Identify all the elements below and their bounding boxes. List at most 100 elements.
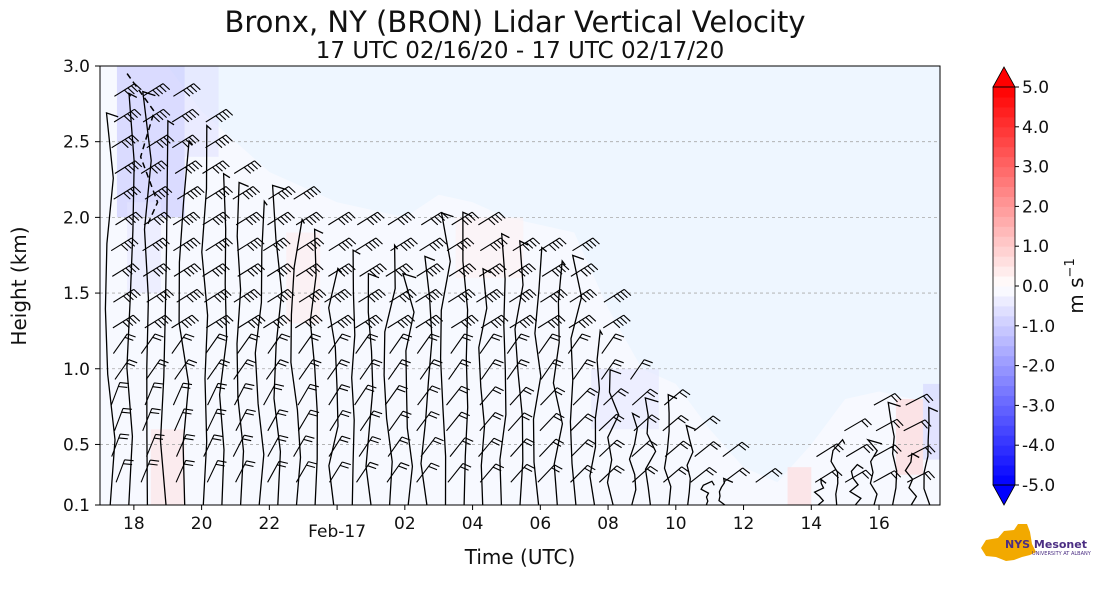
- wind-barb: [233, 359, 257, 380]
- contour-line: [254, 199, 268, 506]
- wind-barb: [329, 461, 351, 483]
- wind-barb: [111, 134, 139, 149]
- colorbar-extend-min: [992, 484, 1016, 506]
- wind-barb: [570, 464, 596, 483]
- wind-barb: [508, 263, 536, 277]
- wind-barb: [110, 382, 129, 406]
- wind-barb: [844, 418, 872, 432]
- contour-line: [383, 243, 399, 506]
- wind-barb: [113, 108, 142, 123]
- wind-barb: [202, 160, 230, 174]
- wind-barb: [237, 314, 266, 329]
- wind-barb: [390, 237, 418, 252]
- wind-barb: [144, 186, 173, 200]
- colorbar-band: [993, 186, 1015, 197]
- wind-barb: [237, 333, 260, 354]
- colorbar-band: [993, 405, 1015, 416]
- plot-area: 18 20 22 Feb-17 02 04 06 08 10 12 14 16 0.1 0.5 1.0 1.5…: [63, 57, 941, 542]
- wind-barb: [420, 436, 444, 457]
- wind-barb: [540, 387, 566, 406]
- wind-barb: [570, 413, 596, 432]
- wind-barb: [144, 382, 164, 406]
- colorbar: 5.0 4.0 3.0 2.0 1.0 0.0 -1.0 -2.0 -3.0 -4.0 -5.0: [992, 66, 1055, 506]
- wind-barb: [146, 134, 175, 149]
- y-axis-label: Height (km): [7, 226, 31, 345]
- wind-barb: [603, 288, 632, 303]
- wind-barb: [355, 237, 383, 252]
- wind-barb: [479, 463, 505, 483]
- wind-barb: [873, 444, 902, 458]
- wind-barb: [355, 314, 383, 329]
- colorbar-band: [993, 385, 1015, 396]
- wind-barb: [174, 160, 203, 174]
- wind-barb: [327, 359, 350, 380]
- wind-barb: [384, 384, 408, 406]
- wind-barb: [267, 460, 289, 483]
- colorbar-band: [993, 236, 1015, 247]
- colorbar-band: [993, 216, 1015, 227]
- x-tick-label: 18: [123, 514, 145, 534]
- wind-barb: [267, 409, 289, 432]
- colorbar-band: [993, 196, 1015, 207]
- wind-barb: [632, 465, 659, 483]
- colorbar-band: [993, 465, 1015, 476]
- wind-barb: [237, 263, 265, 277]
- contour-line: [532, 246, 548, 506]
- wind-barb: [479, 333, 503, 354]
- contour-line: [420, 255, 436, 506]
- wind-barb: [172, 134, 200, 149]
- colorbar-band: [993, 425, 1015, 436]
- wind-barb: [386, 462, 410, 483]
- contour-line: [178, 139, 194, 506]
- wind-barb: [354, 384, 377, 406]
- wind-barb: [171, 314, 199, 329]
- wind-barb: [297, 409, 320, 432]
- wind-barb: [662, 414, 689, 432]
- contour-line: [439, 211, 454, 506]
- colorbar-band: [993, 206, 1015, 217]
- wind-barb: [205, 108, 234, 123]
- wind-barb: [328, 384, 351, 406]
- wind-barb: [446, 411, 470, 432]
- wind-barb: [145, 433, 165, 457]
- colorbar-band: [993, 355, 1015, 367]
- wind-barb: [356, 461, 379, 483]
- colorbar-tick-label: -3.0: [1022, 396, 1055, 416]
- wind-barb: [448, 359, 471, 380]
- wind-barb: [233, 288, 262, 303]
- wind-barb: [416, 411, 440, 432]
- wind-barbs: [110, 83, 936, 483]
- wind-barb: [234, 383, 255, 406]
- colorbar-band: [993, 226, 1015, 237]
- wind-barb: [263, 314, 291, 329]
- wind-barb: [598, 413, 625, 432]
- contour-line: [830, 438, 846, 506]
- colorbar-band: [993, 286, 1015, 297]
- contour-line: [813, 477, 827, 506]
- wind-barb: [905, 393, 934, 406]
- wind-barb: [206, 460, 227, 483]
- wind-barb: [723, 467, 751, 483]
- wind-barb: [328, 237, 357, 252]
- colorbar-band: [993, 146, 1015, 158]
- contour-line: [866, 438, 883, 506]
- contour-line: [218, 172, 231, 506]
- colorbar-band: [993, 415, 1015, 426]
- wind-barb: [267, 333, 291, 354]
- colorbar-band: [993, 305, 1015, 317]
- wind-barb: [142, 237, 170, 252]
- colorbar-tick-label: -4.0: [1022, 436, 1055, 456]
- wind-barb: [540, 359, 564, 380]
- wind-barb: [207, 382, 227, 406]
- wind-barb: [295, 314, 323, 329]
- wind-barb: [205, 314, 234, 329]
- wind-barb: [451, 314, 479, 329]
- wind-barb: [177, 186, 205, 200]
- wind-barb: [205, 186, 233, 200]
- wind-barb: [206, 359, 230, 380]
- y-tick-label: 2.5: [63, 133, 90, 153]
- nys-mesonet-logo: NYS Mesonet UNIVERSITY AT ALBANY: [981, 524, 1092, 561]
- velocity-cell: [895, 399, 924, 475]
- wind-barb: [233, 160, 262, 174]
- wind-barb: [599, 439, 625, 458]
